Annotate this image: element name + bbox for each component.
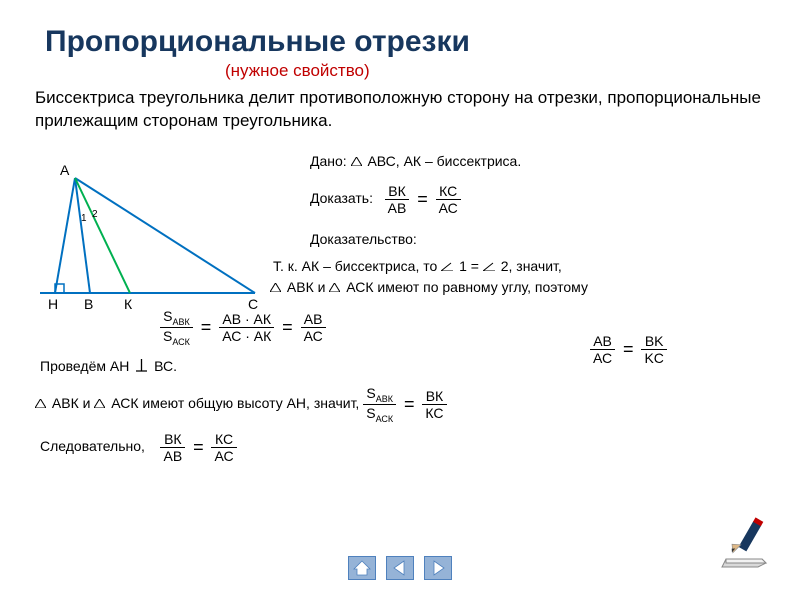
proof-line-1: Т. к. АК – биссектриса, то 1 = 2, значит… — [273, 258, 562, 274]
angle-icon — [483, 258, 495, 268]
svg-text:Н: Н — [48, 296, 58, 312]
navigation-bar — [0, 556, 800, 585]
proof-line-2: АВК и АСК имеют по равному углу, поэтому — [270, 279, 588, 295]
prove-line: Доказать: ВКАВ = КСАС — [310, 183, 461, 216]
svg-text:К: К — [124, 296, 133, 312]
nav-home-button[interactable] — [348, 556, 376, 580]
triangle-icon — [329, 279, 340, 288]
ratio-line-1: SАВКSАСК = АВ · АКАС · АК = АВАС — [160, 308, 326, 347]
result-ratio: АВАС = BKKC — [590, 333, 667, 366]
page-title: Пропорциональные отрезки — [45, 25, 770, 59]
svg-text:1: 1 — [81, 213, 87, 224]
svg-text:2: 2 — [92, 209, 98, 220]
svg-text:В: В — [84, 296, 93, 312]
triangle-icon — [94, 395, 105, 404]
conclusion: Следовательно, ВКАВ = КСАС — [40, 431, 237, 464]
proof-line-4: АВК и АСК имеют общую высоту АН, значит,… — [35, 385, 447, 424]
given-line: Дано: АВС, АК – биссектриса. — [310, 153, 521, 169]
subtitle: (нужное свойство) — [225, 61, 770, 81]
proof-label: Доказательство: — [310, 231, 417, 247]
triangle-icon — [270, 279, 281, 288]
nav-next-button[interactable] — [424, 556, 452, 580]
pencil-icon — [720, 515, 775, 575]
svg-text:А: А — [60, 163, 70, 178]
nav-prev-button[interactable] — [386, 556, 414, 580]
triangle-icon — [351, 153, 362, 162]
triangle-diagram: А Н В К С 1 2 — [30, 163, 265, 321]
triangle-icon — [35, 395, 46, 404]
theorem-text: Биссектриса треугольника делит противопо… — [35, 87, 770, 133]
angle-icon — [441, 258, 453, 268]
proof-line-3: Проведём АН ВС. — [40, 358, 177, 375]
perpendicular-icon — [136, 359, 147, 375]
